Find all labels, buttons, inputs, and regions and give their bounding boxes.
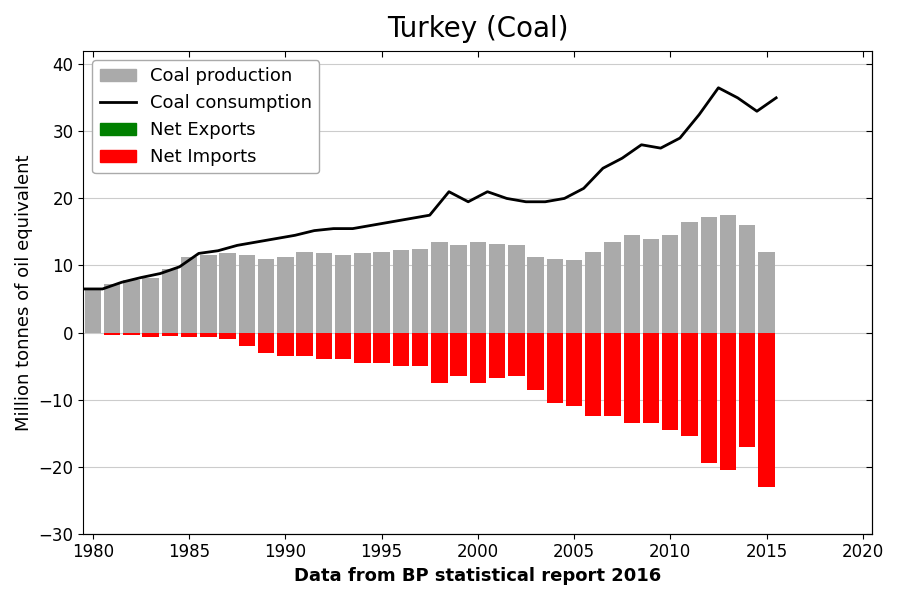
Bar	[450, 245, 467, 332]
Bar	[162, 269, 178, 332]
Bar	[431, 332, 447, 383]
Bar	[277, 332, 293, 356]
Bar	[200, 256, 217, 332]
Bar	[566, 332, 582, 406]
Bar	[142, 332, 158, 337]
Bar	[508, 332, 525, 376]
Bar	[585, 252, 601, 332]
Bar	[527, 332, 544, 389]
Bar	[316, 332, 332, 359]
Bar	[104, 332, 121, 335]
Bar	[566, 260, 582, 332]
Bar	[277, 257, 293, 332]
Bar	[759, 332, 775, 487]
Bar	[605, 332, 621, 416]
Y-axis label: Million tonnes of oil equivalent: Million tonnes of oil equivalent	[15, 154, 33, 431]
Bar	[123, 280, 140, 332]
Bar	[624, 332, 640, 423]
Bar	[355, 332, 371, 363]
Bar	[643, 332, 659, 423]
Bar	[142, 278, 158, 332]
Bar	[258, 332, 274, 353]
Bar	[431, 242, 447, 332]
Bar	[374, 332, 390, 363]
Bar	[392, 332, 409, 366]
Bar	[700, 217, 717, 332]
Bar	[720, 215, 736, 332]
Bar	[585, 332, 601, 416]
Bar	[546, 332, 563, 403]
Bar	[700, 332, 717, 463]
Legend: Coal production, Coal consumption, Net Exports, Net Imports: Coal production, Coal consumption, Net E…	[93, 60, 320, 173]
Bar	[412, 249, 428, 332]
Bar	[355, 253, 371, 332]
Bar	[508, 245, 525, 332]
Bar	[374, 252, 390, 332]
Bar	[470, 332, 486, 383]
Bar	[624, 235, 640, 332]
Bar	[489, 332, 505, 378]
Bar	[162, 332, 178, 336]
Bar	[739, 225, 755, 332]
Bar	[123, 332, 140, 335]
Title: Turkey (Coal): Turkey (Coal)	[387, 15, 569, 43]
Bar	[392, 250, 409, 332]
Bar	[470, 242, 486, 332]
Bar	[450, 332, 467, 376]
Bar	[85, 290, 101, 332]
Bar	[104, 284, 121, 332]
Bar	[220, 253, 236, 332]
Bar	[296, 332, 313, 356]
Bar	[681, 332, 698, 436]
Bar	[316, 253, 332, 332]
Bar	[527, 257, 544, 332]
Bar	[238, 332, 255, 346]
Bar	[720, 332, 736, 470]
Bar	[662, 332, 679, 430]
Bar	[220, 332, 236, 339]
Bar	[238, 256, 255, 332]
Bar	[296, 252, 313, 332]
Bar	[489, 244, 505, 332]
Bar	[662, 235, 679, 332]
Bar	[200, 332, 217, 337]
X-axis label: Data from BP statistical report 2016: Data from BP statistical report 2016	[294, 567, 662, 585]
Bar	[605, 242, 621, 332]
Bar	[335, 332, 351, 359]
Bar	[643, 239, 659, 332]
Bar	[412, 332, 428, 366]
Bar	[739, 332, 755, 446]
Bar	[335, 256, 351, 332]
Bar	[546, 259, 563, 332]
Bar	[759, 252, 775, 332]
Bar	[181, 257, 197, 332]
Bar	[181, 332, 197, 337]
Bar	[681, 222, 698, 332]
Bar	[258, 259, 274, 332]
